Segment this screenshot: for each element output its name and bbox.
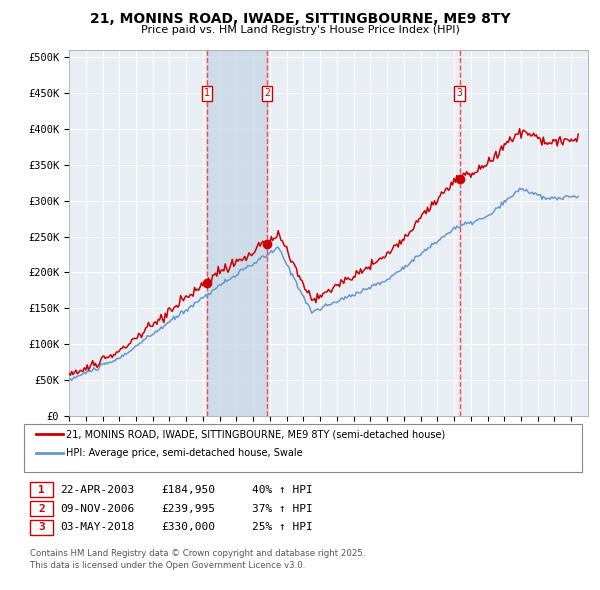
Text: 22-APR-2003: 22-APR-2003 — [60, 485, 134, 494]
Text: 1: 1 — [38, 485, 45, 494]
Text: 2: 2 — [38, 504, 45, 513]
Text: HPI: Average price, semi-detached house, Swale: HPI: Average price, semi-detached house,… — [66, 448, 302, 458]
Text: 37% ↑ HPI: 37% ↑ HPI — [252, 504, 313, 513]
Text: £330,000: £330,000 — [161, 523, 215, 532]
Text: 21, MONINS ROAD, IWADE, SITTINGBOURNE, ME9 8TY: 21, MONINS ROAD, IWADE, SITTINGBOURNE, M… — [89, 12, 511, 26]
Text: 09-NOV-2006: 09-NOV-2006 — [60, 504, 134, 513]
Text: 21, MONINS ROAD, IWADE, SITTINGBOURNE, ME9 8TY (semi-detached house): 21, MONINS ROAD, IWADE, SITTINGBOURNE, M… — [66, 430, 445, 439]
Bar — [207, 50, 267, 416]
Text: 3: 3 — [457, 88, 463, 98]
Text: £184,950: £184,950 — [161, 485, 215, 494]
Text: 25% ↑ HPI: 25% ↑ HPI — [252, 523, 313, 532]
Text: 40% ↑ HPI: 40% ↑ HPI — [252, 485, 313, 494]
Text: Contains HM Land Registry data © Crown copyright and database right 2025.: Contains HM Land Registry data © Crown c… — [30, 549, 365, 558]
Text: Price paid vs. HM Land Registry's House Price Index (HPI): Price paid vs. HM Land Registry's House … — [140, 25, 460, 35]
Text: 03-MAY-2018: 03-MAY-2018 — [60, 523, 134, 532]
Text: £239,995: £239,995 — [161, 504, 215, 513]
Text: 2: 2 — [264, 88, 270, 98]
Text: This data is licensed under the Open Government Licence v3.0.: This data is licensed under the Open Gov… — [30, 560, 305, 569]
Text: 3: 3 — [38, 523, 45, 532]
Text: 1: 1 — [204, 88, 210, 98]
